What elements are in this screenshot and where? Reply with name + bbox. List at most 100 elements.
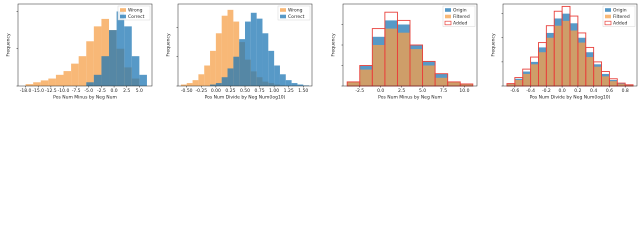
legend-swatch (445, 14, 451, 19)
legend-label: Filtered (453, 14, 470, 20)
x-tick-label: 0.50 (240, 88, 250, 94)
legend-swatch (444, 20, 452, 26)
histogram-bar (546, 37, 555, 86)
histogram-bar (55, 74, 64, 86)
histogram-bar (180, 84, 187, 86)
legend-swatch (280, 8, 286, 12)
histogram-bar (297, 84, 304, 86)
histogram-bar (233, 56, 240, 86)
x-tick-label: -2.5 (355, 88, 364, 94)
histogram-bar (25, 84, 34, 86)
legend-label: Correct (288, 14, 305, 20)
x-tick-label: -12.5 (45, 88, 57, 94)
histogram-bar (514, 79, 523, 86)
histogram-bar (33, 82, 41, 86)
x-tick-label: 0.6 (606, 88, 613, 94)
histogram-bar (601, 76, 610, 86)
histogram-bar (227, 68, 234, 86)
histogram-bar (593, 66, 602, 86)
x-tick-label: 0.2 (574, 88, 581, 94)
histogram-bar (210, 84, 216, 86)
histogram-bar (198, 74, 205, 86)
legend-swatch (445, 8, 451, 12)
x-tick-label: 1.25 (284, 88, 294, 94)
histogram-bar (256, 18, 263, 87)
histogram-bar (210, 50, 216, 86)
histogram-bar (447, 81, 461, 86)
x-tick-label: 2.5 (398, 88, 405, 94)
histogram-bar (192, 80, 199, 86)
figure: -18.0 -15.0 -12.5 -10.0 -7.5 -5.0 -2.5 0.0 2.5 5.… (6, 3, 638, 101)
histogram-bar (101, 56, 110, 86)
x-tick-label: 1.50 (298, 88, 308, 94)
x-tick-label: 5.0 (136, 88, 143, 94)
x-tick-label: 0.4 (590, 88, 597, 94)
y-axis-label: Frequency (491, 33, 497, 57)
plot-frame (502, 3, 638, 87)
histogram-bar (48, 78, 56, 86)
legend-label: Added (613, 21, 627, 27)
histogram-bar (577, 42, 586, 86)
x-tick-label: 0.8 (622, 88, 629, 94)
x-tick-label: -5.0 (84, 88, 93, 94)
histogram-bar (204, 65, 211, 86)
x-tick-label: 2.5 (123, 88, 130, 94)
histogram-bar (538, 52, 547, 86)
x-tick-label: -10.0 (58, 88, 70, 94)
legend-label: Correct (128, 14, 145, 20)
histogram-bar (227, 9, 234, 87)
histogram-bar (285, 80, 292, 86)
histogram-bar (93, 26, 102, 86)
legend-swatch (604, 20, 612, 26)
x-tick-label: -15.0 (32, 88, 44, 94)
histogram-bar (101, 18, 110, 87)
legend-label: Added (453, 21, 467, 27)
histogram-bar (245, 21, 251, 87)
x-tick-label: 0.0 (110, 88, 117, 94)
histogram-bar (609, 81, 618, 86)
legend-swatch (280, 14, 286, 19)
histogram-bar (71, 63, 79, 86)
legend-swatch (605, 14, 611, 19)
x-tick-label: -0.6 (510, 88, 519, 94)
histogram-bar (221, 77, 228, 86)
x-tick-label: 10.0 (459, 88, 469, 94)
y-axis-label: Frequency (6, 33, 12, 57)
histogram-bar (233, 21, 240, 87)
x-tick-label: 0.25 (225, 88, 235, 94)
histogram-bar (372, 45, 385, 86)
histogram-bar (139, 74, 147, 86)
histogram-bar (221, 15, 228, 86)
histogram-bar (554, 25, 563, 86)
histogram-bar (435, 77, 448, 86)
x-axis-label: Pos Num Minus by Neg Num (53, 95, 117, 101)
histogram-bar (215, 83, 222, 86)
x-tick-label: 0.0 (559, 88, 566, 94)
x-axis-label: Pos Num Minus by Neg Num (378, 95, 442, 101)
legend-swatch (605, 8, 611, 12)
x-tick-label: 0.75 (255, 88, 265, 94)
x-axis-label: Pos Num Divide by Neg Num(log10) (205, 95, 286, 101)
legend-label: Origin (613, 8, 627, 14)
legend-label: Wrong (288, 8, 303, 14)
legend-swatch (120, 8, 126, 12)
histogram-bar (530, 64, 539, 86)
histogram-bar (86, 41, 94, 86)
histogram-bar (585, 57, 594, 86)
histogram-bar (570, 30, 578, 86)
legend-label: Origin (453, 8, 467, 14)
histogram-bar (131, 56, 140, 86)
histogram-bar (78, 56, 87, 86)
y-axis-label: Frequency (331, 33, 337, 57)
x-tick-label: -0.50 (181, 88, 193, 94)
histogram-bar (347, 81, 360, 86)
x-tick-label: 7.5 (440, 88, 447, 94)
histogram-bar (116, 11, 125, 87)
histogram-bar (625, 85, 634, 86)
histogram-bar (422, 65, 436, 86)
x-tick-label: 0.00 (211, 88, 221, 94)
histogram-bar (239, 39, 245, 86)
x-tick-label: -7.5 (72, 88, 81, 94)
x-tick-label: -0.25 (195, 88, 207, 94)
histogram-bar (384, 28, 398, 87)
